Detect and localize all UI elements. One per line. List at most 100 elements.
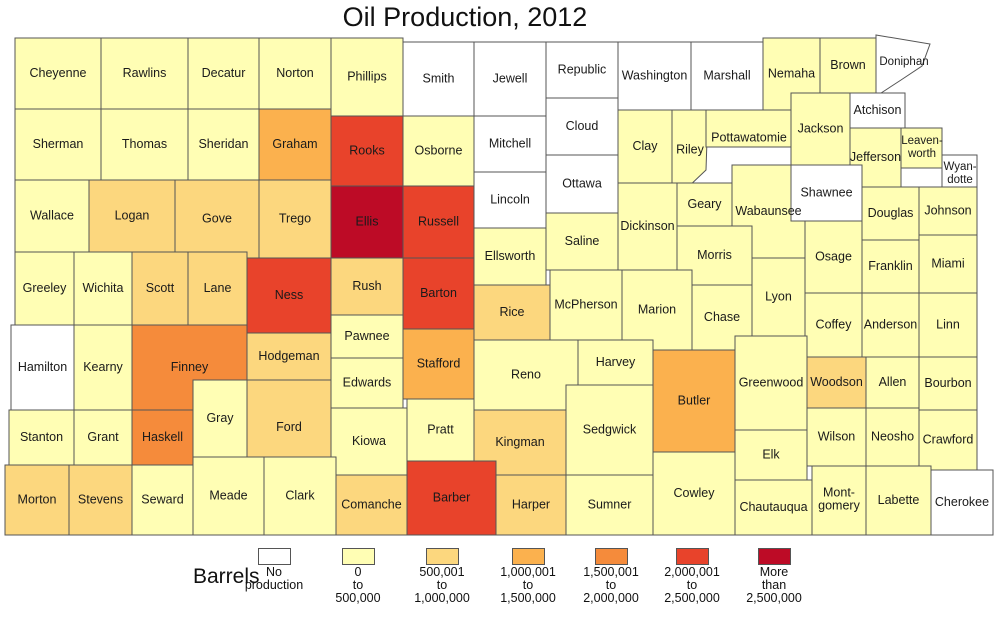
county-label-osage: Osage (815, 249, 852, 263)
legend-label: 1,000,001 (500, 565, 556, 579)
county-label-sedgwick: Sedgwick (583, 422, 637, 436)
county-label-stanton: Stanton (20, 430, 63, 444)
legend-label: More (759, 565, 789, 579)
legend-item: 1,000,001 to 1,500,000 (488, 548, 568, 605)
county-cherokee (930, 469, 994, 536)
county-label-kearny: Kearny (83, 360, 123, 374)
county-label-allen: Allen (879, 375, 907, 389)
county-label-nemaha: Nemaha (768, 66, 815, 80)
legend-label: to (436, 578, 448, 592)
county-label-pottawatomie: Pottawatomie (711, 130, 787, 144)
county-label-cloud: Cloud (566, 119, 599, 133)
county-label-elk: Elk (762, 447, 780, 461)
legend-item: 2,000,001 to 2,500,000 (652, 548, 732, 605)
legend-item: More than 2,500,000 (734, 548, 814, 605)
county-label-rush: Rush (352, 279, 381, 293)
county-label-chautauqua: Chautauqua (739, 500, 807, 514)
legend-label: 2,000,000 (583, 591, 639, 605)
county-label-woodson: Woodson (810, 375, 863, 389)
county-label-sumner: Sumner (588, 497, 632, 511)
county-label-sheridan: Sheridan (198, 137, 248, 151)
county-label-ottawa: Ottawa (562, 176, 602, 190)
legend-label: 2,500,000 (664, 591, 720, 605)
county-label-jefferson: Jefferson (850, 150, 901, 164)
county-label-republic: Republic (558, 62, 607, 76)
county-label-dickinson: Dickinson (620, 219, 674, 233)
county-label-kingman: Kingman (495, 435, 544, 449)
legend-swatch (675, 548, 709, 565)
county-label-wallace: Wallace (30, 208, 74, 222)
county-label-wyan-dotte: Wyan-dotte (943, 161, 976, 186)
county-label-marion: Marion (638, 302, 676, 316)
county-label-brown: Brown (830, 58, 865, 72)
county-label-cowley: Cowley (674, 486, 716, 500)
county-label-cherokee: Cherokee (935, 495, 989, 509)
county-label-trego: Trego (279, 211, 311, 225)
legend-swatch (594, 548, 628, 565)
county-label-phillips: Phillips (347, 69, 387, 83)
county-label-ford: Ford (276, 420, 302, 434)
county-label-jewell: Jewell (493, 71, 528, 85)
county-label-crawford: Crawford (923, 432, 974, 446)
county-label-wilson: Wilson (818, 429, 856, 443)
county-label-finney: Finney (171, 360, 209, 374)
county-label-graham: Graham (272, 137, 317, 151)
county-label-hamilton: Hamilton (18, 360, 67, 374)
county-label-harper: Harper (512, 497, 550, 511)
county-label-meade: Meade (209, 488, 247, 502)
legend-item: No production (234, 548, 314, 592)
county-label-ellsworth: Ellsworth (485, 249, 536, 263)
legend-item: 500,001 to 1,000,000 (402, 548, 482, 605)
county-label-reno: Reno (511, 367, 541, 381)
county-label-gove: Gove (202, 211, 232, 225)
legend-label: 1,500,000 (500, 591, 556, 605)
legend-item: 0 to 500,000 (318, 548, 398, 605)
legend-label: 1,500,001 (583, 565, 639, 579)
county-label-scott: Scott (146, 281, 175, 295)
legend-label: to (522, 578, 534, 592)
county-label-mitchell: Mitchell (489, 136, 531, 150)
county-label-chase: Chase (704, 310, 740, 324)
legend-label: to (686, 578, 698, 592)
legend-title: Barrels (193, 565, 260, 588)
county-label-ellis: Ellis (356, 214, 379, 228)
county-label-rooks: Rooks (349, 143, 384, 157)
county-label-leaven-worth: Leaven-worth (901, 135, 943, 160)
county-label-mont-gomery: Mont-gomery (818, 486, 860, 513)
legend-swatch (425, 548, 459, 565)
county-label-harvey: Harvey (596, 355, 636, 369)
county-label-miami: Miami (931, 256, 964, 270)
legend-label: No (266, 565, 282, 579)
county-label-stevens: Stevens (78, 492, 123, 506)
legend-label: 500,000 (335, 591, 381, 605)
legend-label: 500,001 (419, 565, 465, 579)
county-label-decatur: Decatur (202, 66, 246, 80)
county-label-clay: Clay (632, 139, 658, 153)
legend-label: than (761, 578, 787, 592)
county-label-saline: Saline (565, 234, 600, 248)
legend-label: 2,500,000 (746, 591, 802, 605)
county-label-barton: Barton (420, 286, 457, 300)
legend-label: 2,000,001 (664, 565, 720, 579)
legend-swatch (341, 548, 375, 565)
county-label-clark: Clark (285, 488, 315, 502)
legend-swatch (511, 548, 545, 565)
county-label-washington: Washington (622, 68, 688, 82)
county-label-seward: Seward (141, 492, 183, 506)
legend-swatch (757, 548, 791, 565)
county-label-cheyenne: Cheyenne (30, 66, 87, 80)
county-label-edwards: Edwards (343, 375, 392, 389)
county-label-ness: Ness (275, 288, 303, 302)
county-label-lyon: Lyon (765, 289, 792, 303)
county-label-riley: Riley (676, 142, 705, 156)
legend-label: to (352, 578, 364, 592)
county-label-coffey: Coffey (816, 317, 853, 331)
county-label-doniphan: Doniphan (879, 56, 928, 68)
county-label-greenwood: Greenwood (739, 375, 804, 389)
county-label-butler: Butler (678, 393, 711, 407)
county-label-haskell: Haskell (142, 430, 183, 444)
map-title: Oil Production, 2012 (342, 2, 588, 32)
legend-swatch (257, 548, 291, 565)
county-label-mcpherson: McPherson (554, 297, 617, 311)
county-label-atchison: Atchison (854, 103, 902, 117)
